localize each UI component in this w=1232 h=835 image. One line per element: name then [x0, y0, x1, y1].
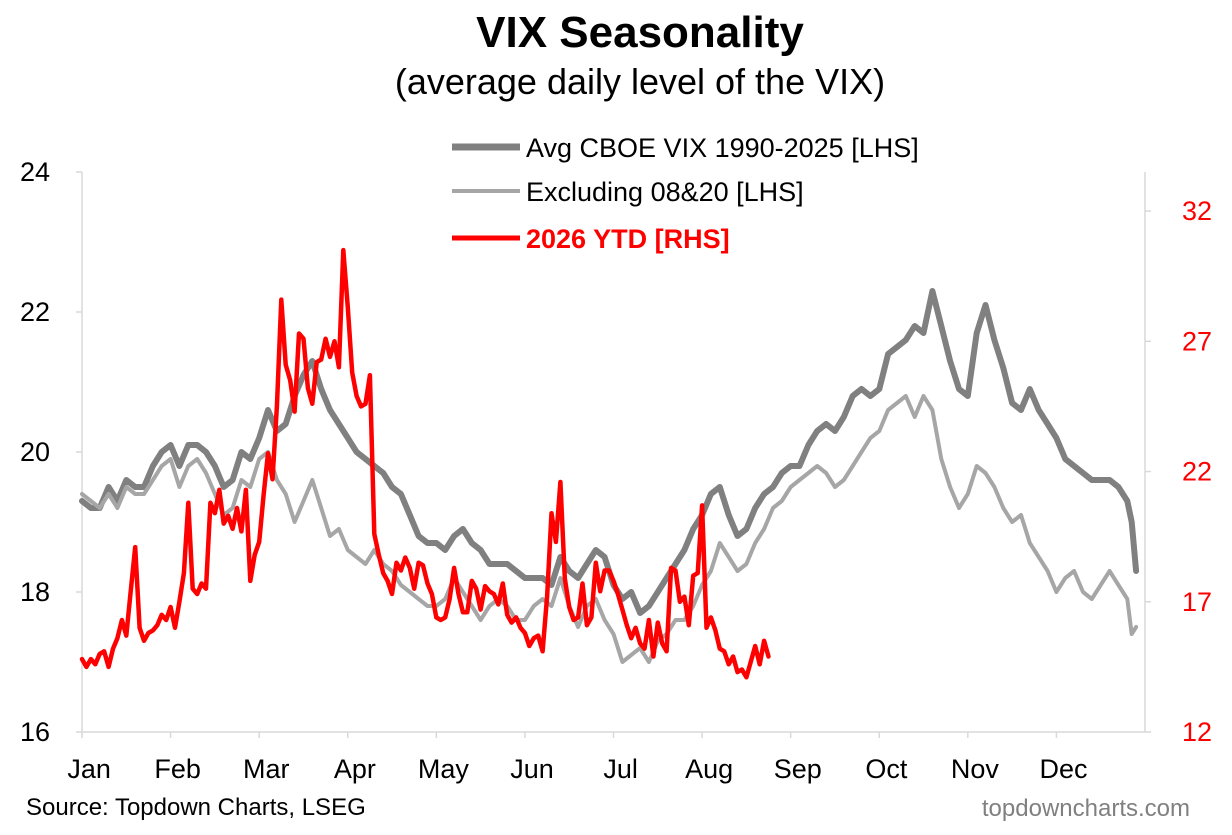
watermark: topdowncharts.com: [982, 795, 1190, 822]
x-tick-label: Aug: [685, 754, 733, 784]
chart-title: VIX Seasonality: [476, 8, 804, 57]
series-line-2026-ytd: [79, 247, 771, 680]
x-tick-label: Jun: [510, 754, 554, 784]
x-tick-label: Oct: [865, 754, 908, 784]
left-y-axis-ticks: 16 18 20 22 24: [20, 157, 82, 747]
x-tick-label: Jan: [67, 754, 111, 784]
x-tick-label: Sep: [774, 754, 822, 784]
right-y-axis-ticks: 12 17 22 27 32: [1145, 196, 1212, 747]
right-tick-label: 32: [1182, 196, 1212, 226]
left-tick-label: 16: [20, 717, 50, 747]
x-tick-label: Jul: [603, 754, 638, 784]
x-tick-label: Apr: [334, 754, 376, 784]
series-layer: [79, 247, 1140, 680]
source-note: Source: Topdown Charts, LSEG: [26, 794, 366, 821]
right-tick-label: 22: [1182, 457, 1212, 487]
left-tick-label: 22: [20, 297, 50, 327]
x-tick-label: May: [418, 754, 470, 784]
legend: Avg CBOE VIX 1990-2025 [LHS] Excluding 0…: [452, 133, 919, 254]
legend-label-avg-vix: Avg CBOE VIX 1990-2025 [LHS]: [526, 133, 919, 163]
right-tick-label: 12: [1182, 717, 1212, 747]
right-tick-label: 27: [1182, 326, 1212, 356]
legend-label-excluding-08-20: Excluding 08&20 [LHS]: [526, 177, 804, 207]
x-axis-ticks: Jan Feb Mar Apr May Jun Jul Aug Sep Oct Nov Dec: [67, 732, 1088, 784]
series-line-excluding-08-20: [80, 394, 1139, 664]
chart-subtitle: (average daily level of the VIX): [395, 61, 885, 102]
x-tick-label: Feb: [154, 754, 201, 784]
legend-label-2026-ytd: 2026 YTD [RHS]: [526, 224, 730, 254]
left-tick-label: 24: [20, 157, 50, 187]
left-tick-label: 18: [20, 577, 50, 607]
right-tick-label: 17: [1182, 587, 1212, 617]
left-tick-label: 20: [20, 437, 50, 467]
x-tick-label: Mar: [243, 754, 290, 784]
x-tick-label: Dec: [1039, 754, 1087, 784]
x-tick-label: Nov: [951, 754, 1000, 784]
